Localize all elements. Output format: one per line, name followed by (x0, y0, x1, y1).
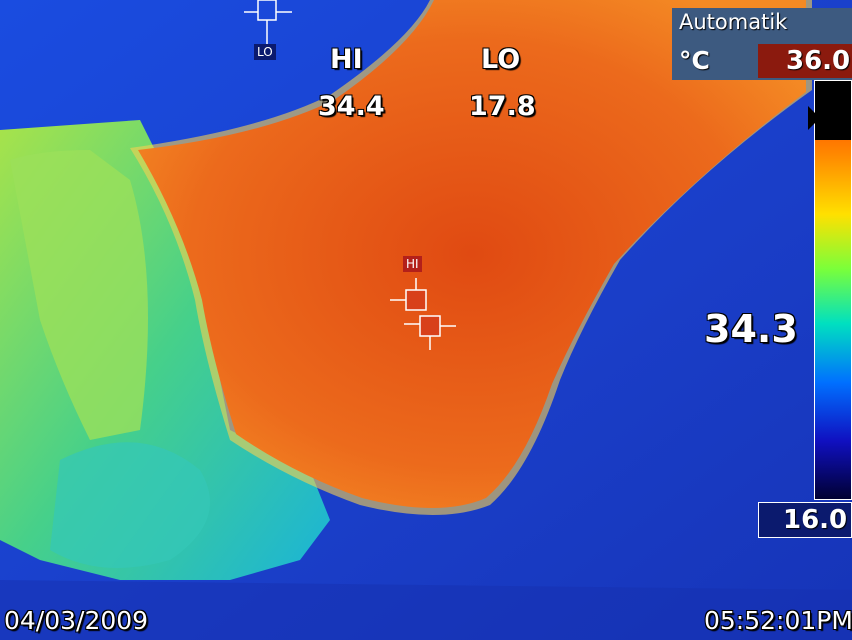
lo-crosshair-icon (244, 0, 292, 44)
scale-max-box (758, 44, 852, 78)
capture-date: 04/03/2009 (4, 606, 149, 635)
warm-streak-left (10, 150, 148, 440)
lo-value: 17.8 (469, 91, 536, 122)
scale-pointer-icon (808, 106, 820, 130)
hi-crosshair-icon (390, 278, 456, 350)
color-scale-bar (814, 80, 852, 500)
hi-marker-tag: HI (403, 256, 422, 272)
scale-max-value: 36.0 (786, 46, 851, 76)
warm-streak-left-2 (50, 442, 210, 568)
unit-label: °C (679, 46, 710, 75)
capture-time: 05:52:01PM (704, 606, 852, 635)
cool-streak (0, 580, 852, 640)
lo-label: LO (481, 44, 521, 75)
hi-label: HI (330, 44, 363, 75)
lo-marker-tag: LO (254, 44, 276, 60)
range-mode-label: Automatik (679, 10, 788, 34)
scale-min-value: 16.0 (783, 505, 848, 535)
scale-min-box (758, 502, 852, 538)
hot-region (138, 0, 806, 508)
hi-value: 34.4 (318, 91, 385, 122)
center-temperature: 34.3 (704, 307, 798, 351)
